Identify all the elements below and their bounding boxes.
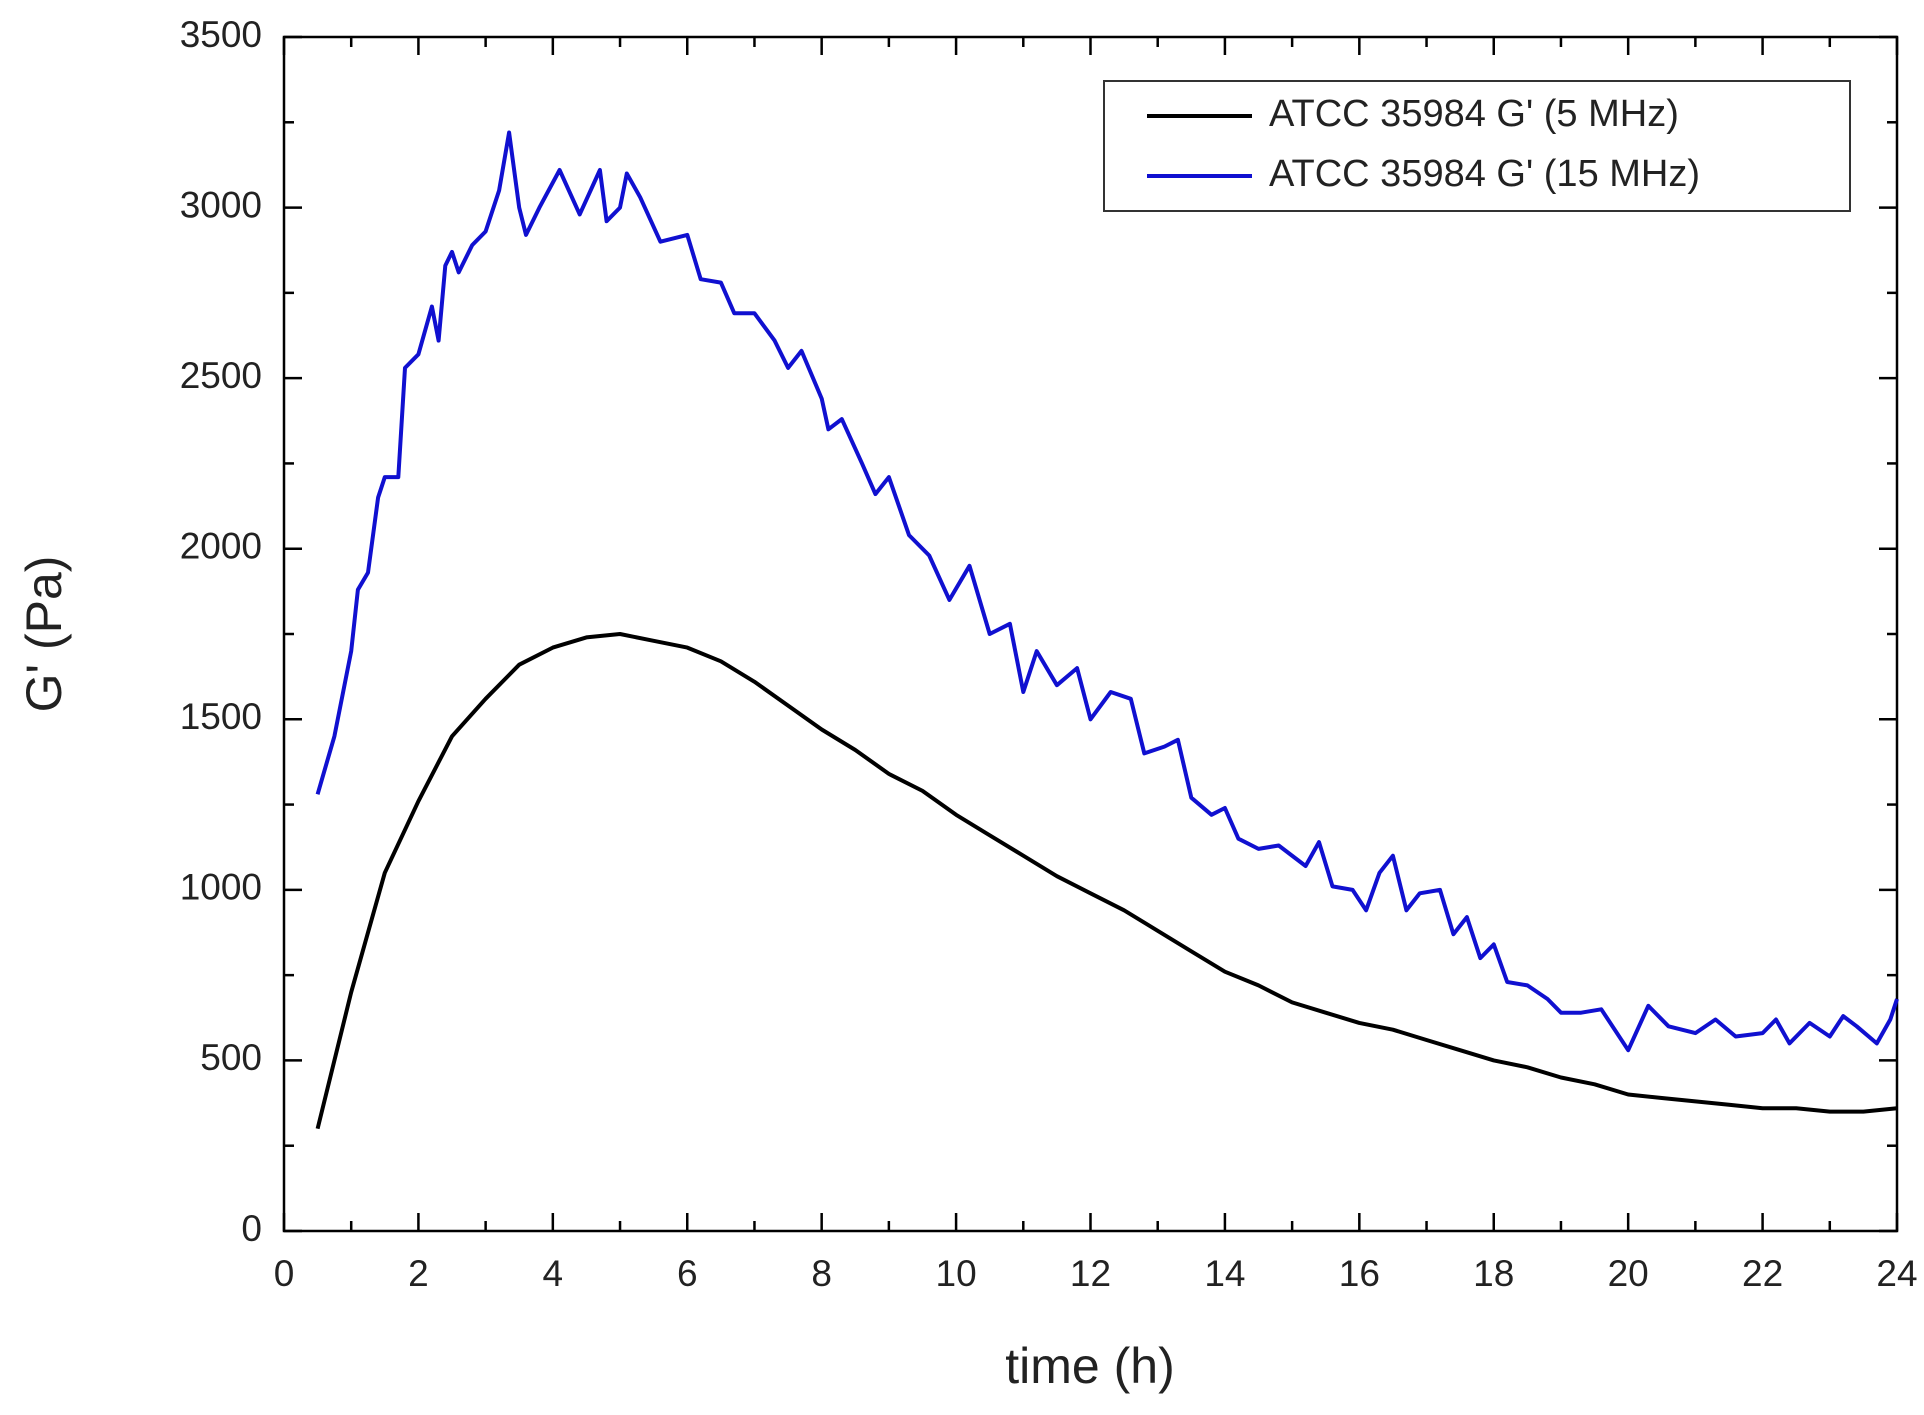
x-tick-label: 22 — [1742, 1253, 1783, 1294]
plot-frame — [282, 35, 1899, 1233]
x-tick-label: 10 — [936, 1253, 977, 1294]
y-tick-label: 2500 — [180, 355, 262, 396]
legend-label: ATCC 35984 G' (5 MHz) — [1269, 93, 1679, 135]
legend-label: ATCC 35984 G' (15 MHz) — [1269, 153, 1700, 195]
y-tick-label: 2000 — [180, 525, 262, 566]
x-tick-label: 6 — [677, 1253, 698, 1294]
y-tick-label: 1500 — [180, 696, 262, 737]
series-line — [315, 130, 1899, 1053]
x-tick-label: 8 — [811, 1253, 832, 1294]
x-tick-label: 4 — [543, 1253, 564, 1294]
y-axis-label: G' (Pa) — [16, 556, 72, 713]
x-axis-label: time (h) — [1005, 1338, 1174, 1394]
x-tick-label: 20 — [1608, 1253, 1649, 1294]
x-tick-label: 24 — [1876, 1253, 1917, 1294]
y-tick-label: 0 — [241, 1208, 262, 1249]
x-tick-label: 16 — [1339, 1253, 1380, 1294]
y-tick-label: 3500 — [180, 14, 262, 55]
legend-box — [1103, 80, 1851, 212]
x-tick-label: 0 — [274, 1253, 295, 1294]
x-tick-label: 14 — [1204, 1253, 1245, 1294]
x-tick-label: 12 — [1070, 1253, 1111, 1294]
y-tick-label: 500 — [200, 1037, 262, 1078]
x-tick-label: 18 — [1473, 1253, 1514, 1294]
x-tick-label: 2 — [408, 1253, 429, 1294]
series-line — [315, 632, 1898, 1130]
y-tick-label: 3000 — [180, 184, 262, 225]
y-tick-label: 1000 — [180, 867, 262, 908]
